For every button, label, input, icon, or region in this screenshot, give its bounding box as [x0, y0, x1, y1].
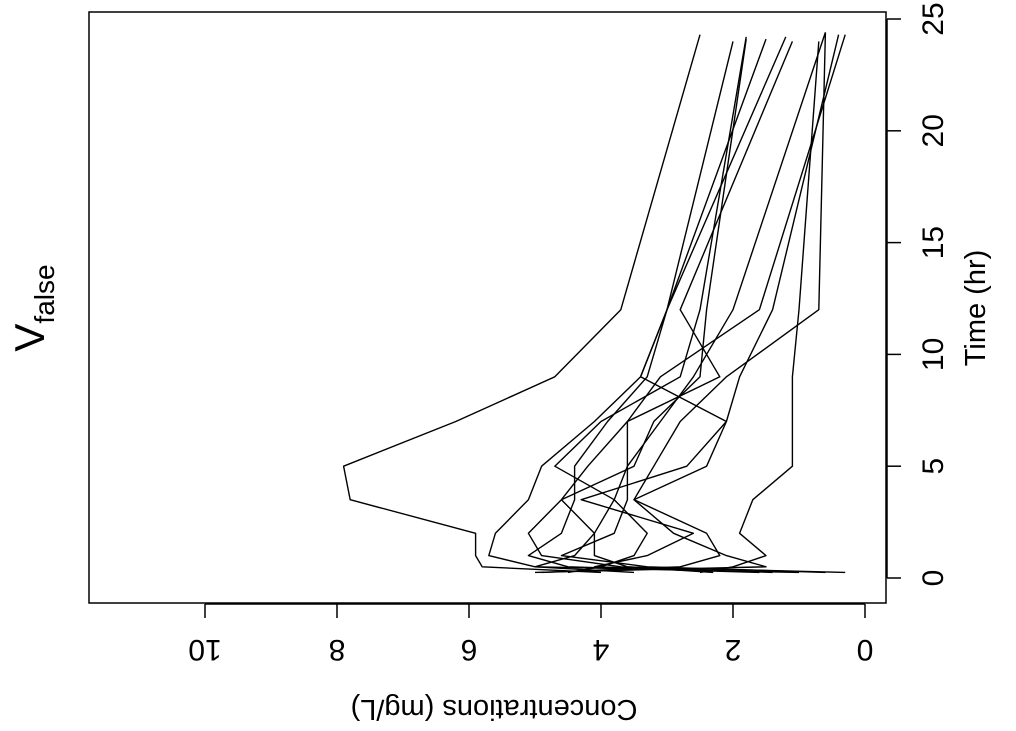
chart-title: Vfalse	[6, 264, 60, 351]
x-tick-label: 0	[917, 570, 950, 587]
y-tick-label: 8	[329, 633, 346, 666]
y-tick-label: 2	[725, 633, 742, 666]
x-tick-label: 5	[917, 458, 950, 475]
svg-text:Vfalse: Vfalse	[6, 264, 60, 351]
y-axis-label: Concentrations (mg/L)	[351, 693, 638, 725]
series-line-1	[342, 34, 701, 574]
series-line-2	[488, 36, 800, 574]
y-tick-label: 6	[461, 633, 478, 666]
chart-title-main: V	[6, 324, 53, 352]
axis-layer: 0 2 4 6 8 10 0 5 10 15 20 25	[188, 2, 950, 666]
x-tick-label: 20	[917, 114, 950, 147]
chart-title-subscript: false	[29, 264, 60, 323]
y-tick-label: 10	[188, 633, 221, 666]
series-line-6	[534, 34, 840, 574]
series-layer	[342, 32, 846, 574]
series-line-5	[534, 32, 827, 574]
x-axis-label: Time (hr)	[960, 250, 992, 367]
y-tick-label: 0	[857, 633, 874, 666]
y-tick-label: 4	[593, 633, 610, 666]
x-tick-label: 10	[917, 338, 950, 371]
series-line-9	[560, 34, 846, 574]
series-line-10	[541, 32, 827, 574]
x-tick-label: 25	[917, 2, 950, 35]
series-line-8	[699, 41, 820, 574]
series-line-4	[527, 38, 767, 574]
x-tick-label: 15	[917, 226, 950, 259]
series-line-12	[580, 41, 773, 574]
series-line-11	[560, 38, 747, 574]
plot-frame	[88, 11, 887, 604]
